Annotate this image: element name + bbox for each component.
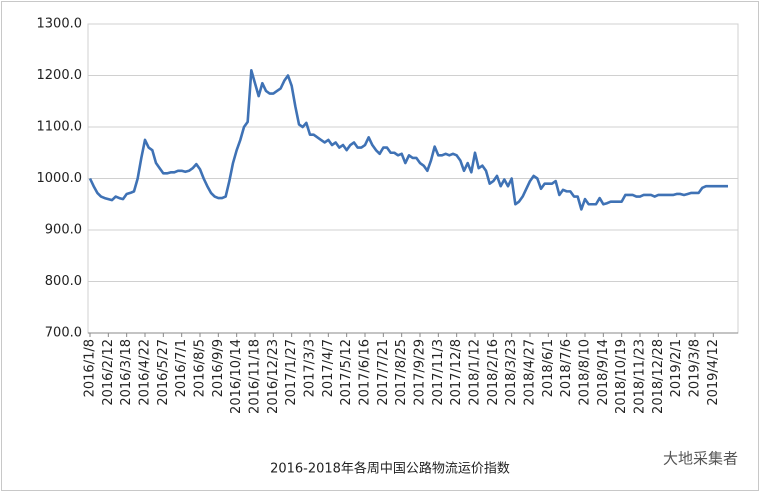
x-tick-label: 2017/8/25 [394, 339, 409, 406]
y-tick-label: 1000.0 [37, 171, 83, 186]
data-line [88, 69, 728, 211]
x-tick-label: 2016/1/8 [83, 339, 98, 397]
y-tick-label: 1200.0 [37, 68, 83, 83]
x-tick-label: 2018/12/28 [651, 339, 666, 414]
x-tick-label: 2018/6/1 [541, 339, 556, 397]
x-tick-label: 2016/11/18 [248, 339, 263, 414]
x-tick-label: 2018/7/6 [559, 339, 574, 397]
x-tick-label: 2016/10/14 [229, 339, 244, 414]
x-tick-label: 2017/7/21 [376, 339, 391, 406]
x-tick-label: 2018/11/23 [633, 339, 648, 414]
x-tick-label: 2016/7/1 [174, 339, 189, 397]
x-tick-label: 2017/6/16 [358, 339, 373, 406]
chart-title: 2016-2018年各周中国公路物流运价指数 [270, 461, 510, 477]
x-tick-label: 2018/3/23 [504, 339, 519, 406]
y-tick-label: 700.0 [45, 326, 82, 341]
x-tick-label: 2017/4/7 [321, 339, 336, 397]
x-tick-label: 2019/2/1 [669, 339, 684, 397]
x-tick-label: 2018/2/16 [486, 339, 501, 406]
x-tick-label: 2016/4/22 [138, 339, 153, 406]
x-tick-label: 2016/9/9 [211, 339, 226, 397]
x-tick-label: 2018/9/14 [596, 339, 611, 406]
x-tick-label: 2016/3/18 [119, 339, 134, 406]
y-tick-label: 1100.0 [37, 120, 83, 135]
x-tick-label: 2017/3/3 [303, 339, 318, 397]
x-tick-label: 2017/9/29 [413, 339, 428, 406]
x-tick-label: 2017/11/3 [431, 339, 446, 406]
x-tick-label: 2018/4/27 [523, 339, 538, 406]
y-tick-label: 800.0 [45, 274, 82, 289]
x-tick-label: 2016/5/27 [156, 339, 171, 406]
x-tick-label: 2016/8/5 [193, 339, 208, 397]
x-tick-label: 2018/10/19 [614, 339, 629, 414]
watermark: 大地采集者 [663, 450, 738, 468]
y-tick-label: 1300.0 [37, 17, 83, 32]
x-tick-label: 2019/3/8 [688, 339, 703, 397]
x-tick-label: 2019/4/12 [706, 339, 721, 406]
x-tick-label: 2016/12/23 [266, 339, 281, 414]
x-tick-label: 2017/12/8 [449, 339, 464, 406]
x-tick-label: 2016/2/12 [101, 339, 116, 406]
x-tick-label: 2017/1/27 [284, 339, 299, 406]
x-tick-label: 2018/1/12 [468, 339, 483, 406]
x-tick-label: 2017/5/12 [339, 339, 354, 406]
x-tick-label: 2018/8/10 [578, 339, 593, 406]
y-tick-label: 900.0 [45, 223, 82, 238]
